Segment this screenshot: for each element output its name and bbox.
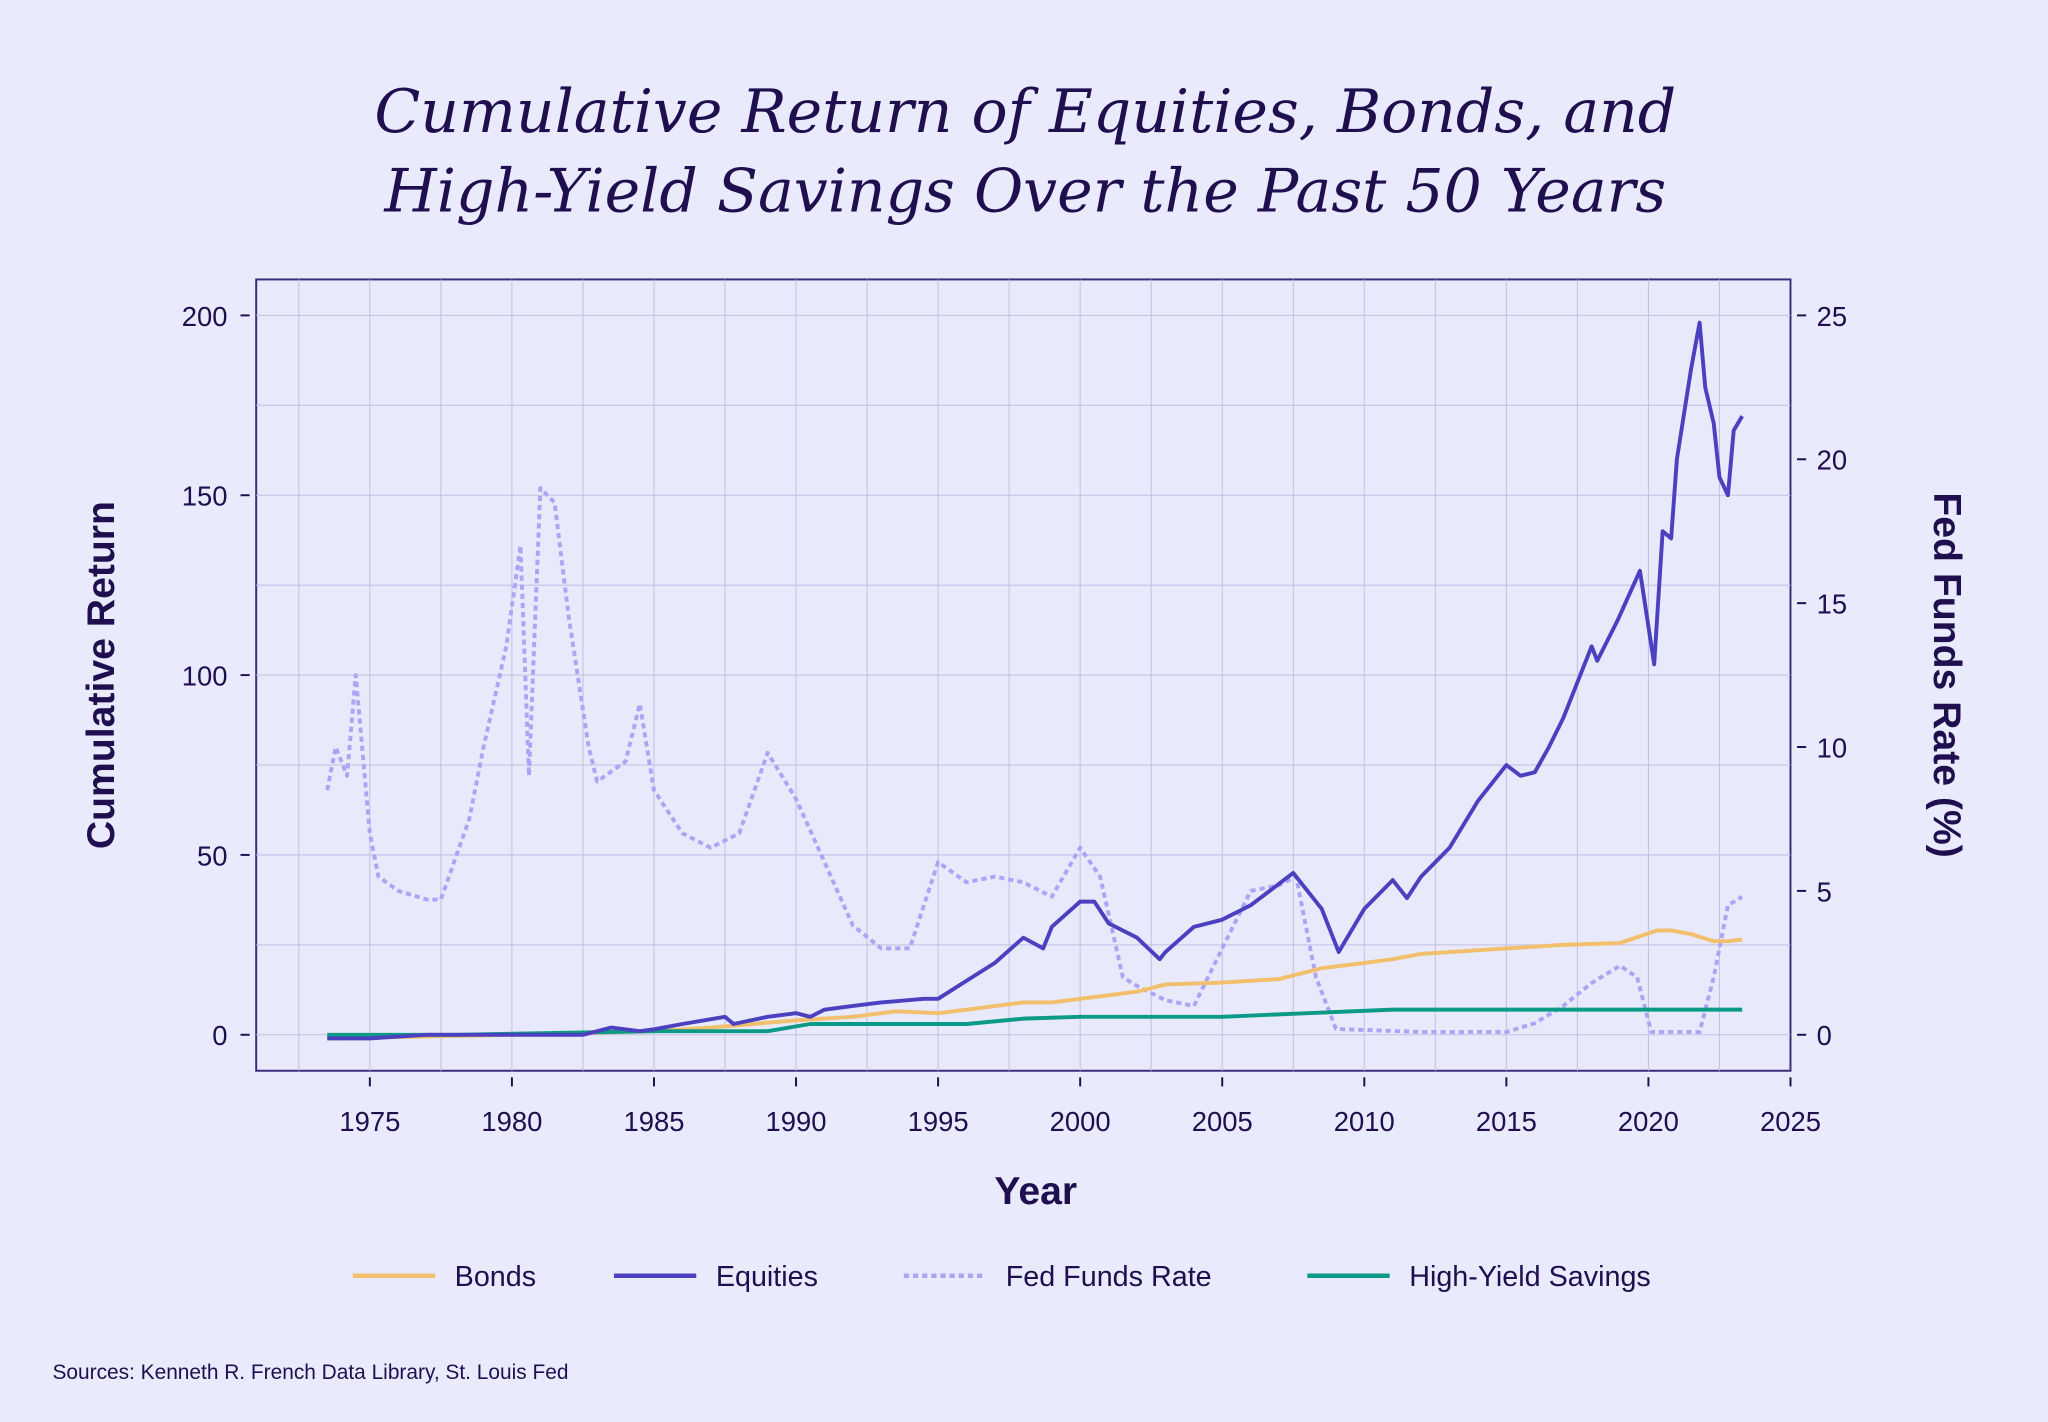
- y2-tick-label: 15: [1817, 589, 1847, 620]
- y2-tick-label: 25: [1817, 301, 1847, 332]
- grid: [256, 279, 1791, 1071]
- y2-axis-label: Fed Funds Rate (%): [1925, 492, 1968, 857]
- chart-title-line-2: High-Yield Savings Over the Past 50 Year…: [383, 157, 1666, 227]
- series-lines: [325, 320, 1744, 1041]
- legend-label: High-Yield Savings: [1409, 1261, 1651, 1293]
- x-tick-label: 2015: [1476, 1106, 1537, 1137]
- x-tick-label: 1995: [908, 1106, 969, 1137]
- axis-ticks: 1975 1980 1985 1990 1995 2000 2005 2010 2015 2020…: [182, 301, 1847, 1137]
- y-tick-label: 50: [197, 840, 227, 871]
- x-tick-label: 2005: [1192, 1106, 1253, 1137]
- y2-tick-label: 10: [1817, 732, 1847, 763]
- series-line-equities: [327, 320, 1744, 1041]
- y-tick-label: 0: [212, 1020, 227, 1051]
- x-tick-label: 1975: [339, 1106, 400, 1137]
- y-tick-label: 150: [182, 481, 228, 512]
- y-axis-label: Cumulative Return: [80, 501, 123, 849]
- x-tick-label: 1990: [766, 1106, 827, 1137]
- y2-tick-label: 0: [1817, 1020, 1832, 1051]
- x-axis-label: Year: [994, 1170, 1077, 1213]
- x-tick-label: 2025: [1760, 1106, 1821, 1137]
- legend-label: Fed Funds Rate: [1006, 1261, 1212, 1293]
- x-tick-label: 2010: [1334, 1106, 1395, 1137]
- legend: Bonds Equities Fed Funds Rate High-Yield Sa…: [352, 1261, 1651, 1293]
- y2-tick-label: 20: [1817, 445, 1847, 476]
- source-note: Sources: Kenneth R. French Data Library,…: [52, 1361, 568, 1384]
- x-tick-label: 1980: [481, 1106, 542, 1137]
- x-tick-label: 2000: [1050, 1106, 1111, 1137]
- series-line-bonds: [327, 928, 1743, 1041]
- y-tick-label: 200: [182, 301, 228, 332]
- legend-label: Equities: [716, 1261, 818, 1293]
- legend-label: Bonds: [455, 1261, 536, 1293]
- x-tick-label: 1985: [623, 1106, 684, 1137]
- chart-title-line-1: Cumulative Return of Equities, Bonds, an…: [374, 77, 1676, 147]
- series-line-fed-funds-rate: [325, 486, 1744, 1034]
- x-tick-label: 2020: [1618, 1106, 1679, 1137]
- y2-tick-label: 5: [1817, 876, 1832, 907]
- y-tick-label: 100: [182, 661, 228, 692]
